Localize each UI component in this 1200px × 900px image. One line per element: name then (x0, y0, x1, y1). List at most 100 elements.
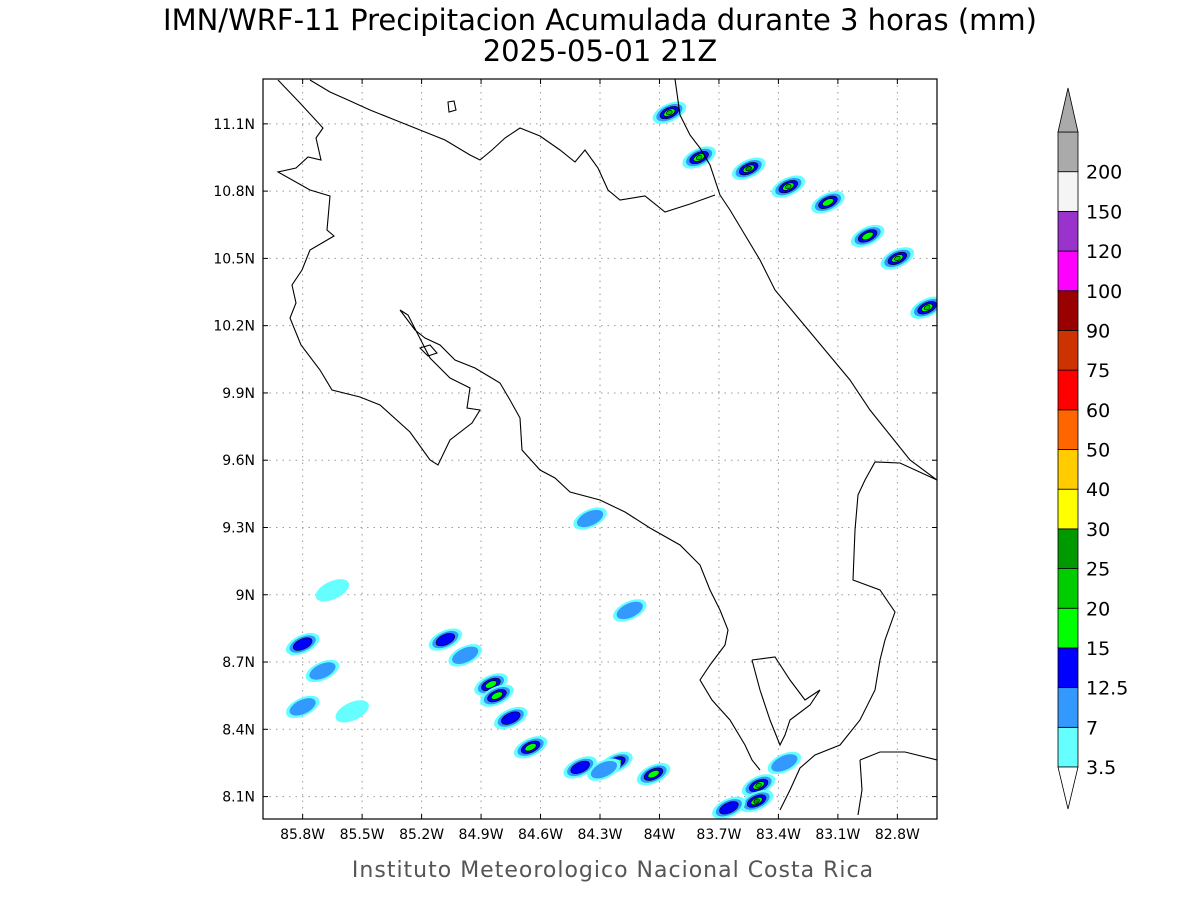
precip-contour-level-4 (695, 154, 703, 160)
colorbar-swatch (1057, 131, 1079, 173)
lat-tick-label: 10.2N (213, 319, 255, 335)
colorbar-label: 30 (1086, 519, 1110, 541)
lon-tick-label: 84.9W (459, 827, 504, 843)
precip-cell (480, 684, 514, 707)
precip-contour-level-1 (771, 754, 798, 772)
precip-cell (315, 579, 350, 602)
burica-coast (857, 751, 937, 816)
precip-contour-level-1 (309, 662, 336, 680)
colorbar-swatch (1057, 528, 1079, 569)
precip-cell (712, 796, 746, 819)
colorbar-label: 15 (1086, 638, 1110, 660)
precip-contour-level-3 (647, 770, 660, 779)
lon-tick-label: 84.6W (518, 827, 563, 843)
precip-contour-level-1 (616, 601, 643, 620)
precip-cell (428, 628, 463, 651)
map-subtitle-time: 2025-05-01 21Z (483, 34, 718, 68)
precip-cell (612, 599, 647, 622)
caribbean-coast (674, 79, 937, 481)
lon-tick-label: 84.3W (577, 827, 622, 843)
lat-tick-label: 8.1N (222, 790, 255, 806)
precip-contour-level-1 (590, 760, 618, 779)
colorbar-swatch (1057, 488, 1079, 530)
colorbar-swatch (1057, 290, 1079, 331)
colorbar-swatch (1057, 449, 1079, 490)
lon-tick-label: 85.8W (280, 827, 325, 843)
lon-tick-label: 82.8W (875, 827, 920, 843)
map-title: IMN/WRF-11 Precipitacion Acumulada duran… (163, 3, 1037, 37)
lon-tick-label: 83.1W (815, 827, 860, 843)
colorbar-bottom-arrow (1057, 766, 1079, 810)
latitude-tick-labels: 11.1N 10.8N 10.5N 10.2N 9.9N 9.6N 9.3N 9N 8.7N 8.… (213, 117, 255, 806)
coastlines-borders (276, 79, 937, 816)
precip-cell (652, 101, 687, 124)
colorbar-swatch (1057, 369, 1079, 411)
colorbar-label: 75 (1086, 360, 1110, 382)
lat-tick-label: 10.8N (213, 184, 255, 200)
lon-tick-label: 83.4W (756, 827, 801, 843)
lat-tick-label: 10.5N (213, 251, 255, 267)
precip-cell (563, 756, 597, 779)
colorbar-label: 100 (1086, 281, 1122, 303)
nicaragua-coast (276, 79, 761, 771)
precip-cell (494, 706, 528, 730)
colorbar-swatch (1057, 210, 1079, 252)
precip-contour-level-4 (666, 110, 673, 116)
lon-tick-label: 84W (644, 827, 676, 843)
colorbar-swatch (1057, 171, 1079, 212)
colorbar-swatch (1057, 687, 1079, 728)
colorbar-legend: 3.5 7 12.5 15 20 25 30 40 50 60 75 90 100 120 150 200 (1057, 87, 1128, 810)
precip-cell (811, 191, 845, 214)
lat-tick-label: 9.3N (222, 520, 255, 536)
osa-peninsula (751, 656, 821, 747)
precip-contour-level-4 (923, 305, 931, 311)
colorbar-label: 20 (1086, 598, 1110, 620)
colorbar-swatch (1057, 607, 1079, 649)
lat-tick-label: 8.7N (222, 655, 255, 671)
colorbar-label: 12.5 (1086, 678, 1128, 700)
precip-contour-level-1 (452, 646, 479, 665)
colorbar-swatch (1057, 726, 1079, 768)
precip-cell (335, 700, 369, 723)
precipitation-layer (285, 101, 937, 819)
precip-cell (910, 296, 937, 319)
precip-cell (880, 247, 915, 270)
precip-contour-level-2 (501, 711, 521, 725)
precip-cell (767, 751, 802, 775)
lat-tick-label: 8.4N (222, 722, 255, 738)
lake-nicaragua-shore (309, 79, 716, 213)
colorbar-top-arrow (1057, 87, 1079, 133)
precip-contour-level-3 (524, 743, 537, 752)
precip-cell (573, 507, 607, 530)
footer-credit: Instituto Meteorologico Nacional Costa R… (352, 858, 874, 883)
precip-contour-level-2 (719, 801, 739, 815)
precip-cell (636, 762, 671, 786)
precip-contour-level-3 (490, 691, 503, 700)
precip-cell (285, 632, 320, 656)
precip-cell (771, 175, 806, 198)
precip-cell (513, 736, 548, 759)
panama-border (779, 461, 937, 811)
lat-tick-label: 11.1N (213, 117, 255, 133)
precip-contour-level-4 (755, 782, 762, 788)
precip-contour-level-2 (292, 637, 313, 651)
colorbar-swatch (1057, 568, 1079, 609)
colorbar-label: 60 (1086, 400, 1110, 422)
map-gridlines (263, 79, 937, 819)
precip-cell (285, 695, 320, 719)
colorbar-swatch (1057, 330, 1079, 371)
precip-contour-level-1 (289, 698, 316, 716)
colorbar-label: 50 (1086, 440, 1110, 462)
precip-contour-level-3 (821, 198, 834, 207)
colorbar-swatch (1057, 409, 1079, 450)
precip-cell (731, 157, 766, 180)
precip-contour-level-4 (894, 255, 901, 261)
lon-tick-label: 85.2W (399, 827, 444, 843)
precip-contour-level-2 (570, 760, 590, 774)
colorbar-label: 150 (1086, 201, 1122, 223)
colorbar-label: 40 (1086, 479, 1110, 501)
lat-tick-label: 9N (236, 588, 255, 604)
precip-contour-level-5 (753, 798, 760, 804)
lat-tick-label: 9.6N (222, 453, 255, 469)
